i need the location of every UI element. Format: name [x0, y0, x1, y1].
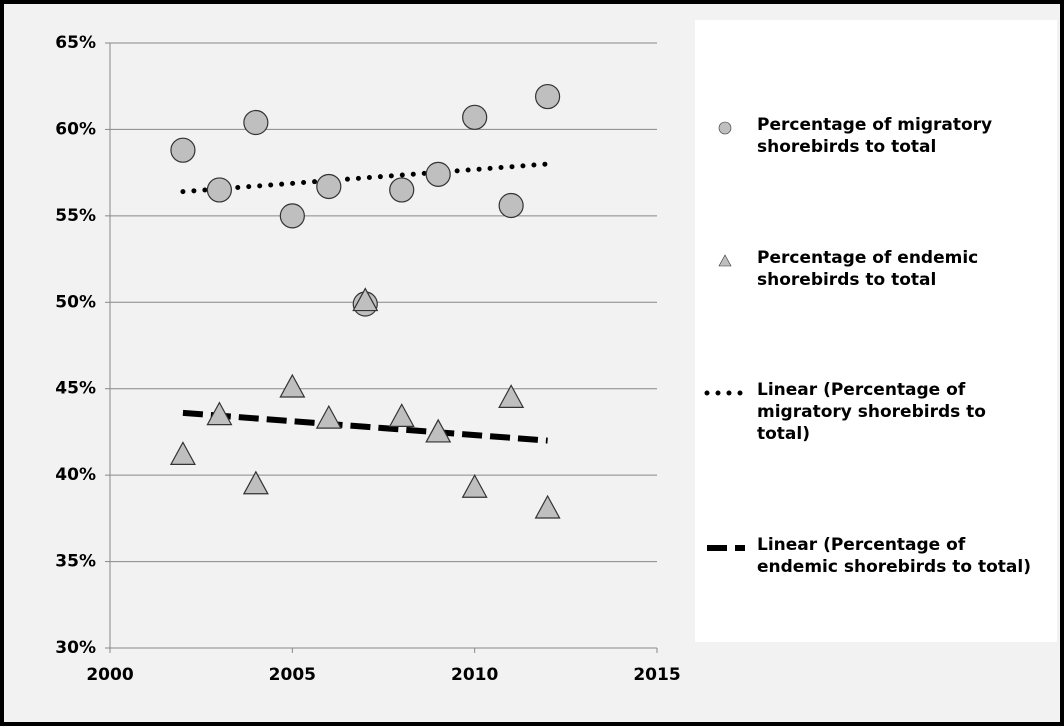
x-tick-label: 2010 [451, 665, 498, 685]
point [206, 177, 232, 203]
x-tick-label: 2000 [86, 665, 133, 685]
y-tick-label: 40% [55, 465, 96, 485]
point [498, 192, 524, 219]
point [461, 473, 488, 498]
legend-label: Percentage of migratory shorebirds to to… [757, 115, 993, 158]
y-tick-label: 30% [55, 638, 96, 658]
point [279, 373, 306, 398]
legend-label: Linear (Percentage of migratory shorebir… [757, 380, 986, 445]
legend-icon [718, 121, 732, 135]
y-tick-label: 65% [55, 33, 96, 53]
point [718, 121, 732, 135]
point [169, 441, 196, 465]
legend-label: Percentage of endemic shorebirds to tota… [757, 247, 979, 290]
point [243, 109, 269, 136]
plot: 30% 35% 40% 45% 50% 55% 60% 65% 2000 2005 2010 2015 [55, 33, 680, 685]
legend-entry: Linear (Percentage of migratory shorebir… [695, 379, 1057, 445]
point [315, 404, 342, 429]
point [425, 161, 451, 187]
legend-marker [718, 121, 732, 135]
y-tick-label: 55% [55, 206, 96, 226]
point [425, 418, 452, 443]
point [242, 470, 269, 495]
y-tick-label: 60% [55, 119, 96, 139]
legend-icon [707, 544, 745, 551]
point [352, 287, 379, 312]
point [534, 494, 561, 519]
trendline [182, 409, 548, 444]
x-tick-label: 2015 [633, 665, 680, 685]
point [316, 173, 342, 200]
legend-entry: Percentage of endemic shorebirds to tota… [695, 247, 1057, 291]
point [534, 83, 561, 110]
trendline [180, 161, 551, 195]
point [498, 384, 525, 408]
legend-label: Linear (Percentage of endemic shorebirds… [757, 534, 1031, 577]
point [718, 254, 732, 267]
legend-icon [704, 390, 747, 396]
point [170, 137, 196, 163]
point [388, 403, 415, 427]
y-tick-label: 50% [55, 292, 96, 312]
point [279, 203, 305, 229]
legend: Percentage of migratory shorebirds to to… [695, 20, 1057, 642]
y-tick-label: 35% [55, 552, 96, 572]
legend-entry: Percentage of migratory shorebirds to to… [695, 114, 1057, 158]
y-tick-label: 45% [55, 379, 96, 399]
legend-marker [718, 254, 732, 267]
legend-entry: Linear (Percentage of endemic shorebirds… [695, 534, 1057, 578]
legend-icon [718, 254, 732, 267]
point [389, 177, 415, 203]
point [462, 104, 488, 130]
x-tick-label: 2005 [269, 665, 316, 685]
point [206, 401, 233, 426]
